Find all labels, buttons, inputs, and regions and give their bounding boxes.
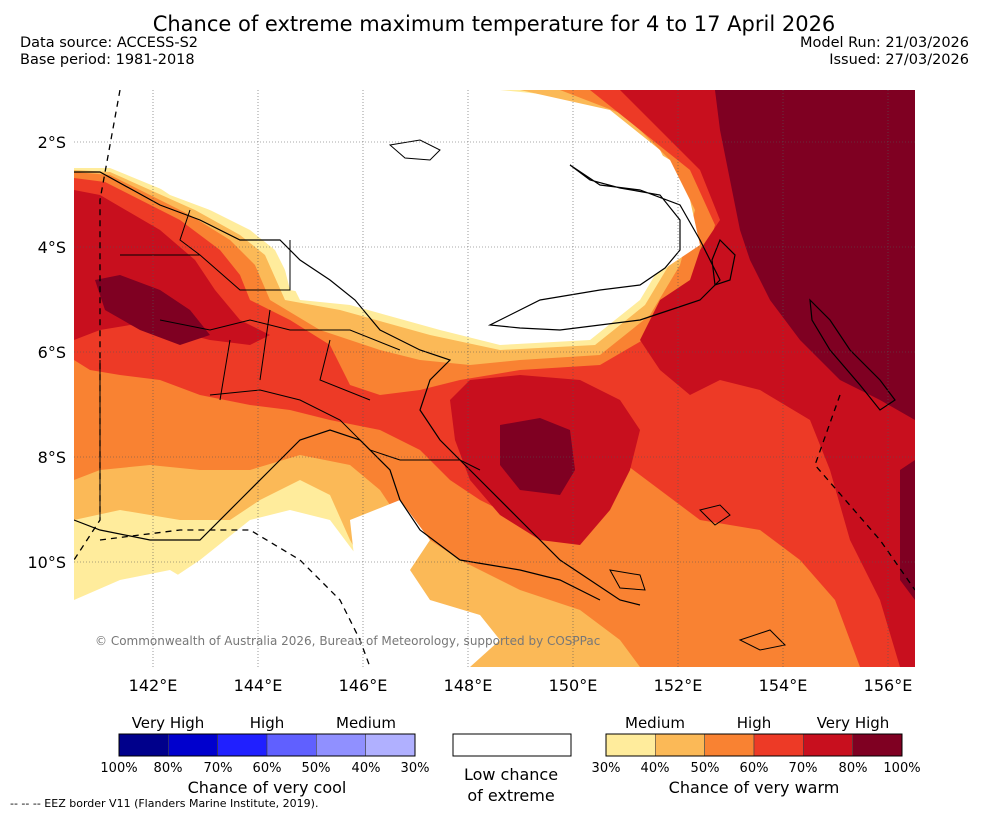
lon-tick: 152°E	[654, 676, 703, 695]
lat-tick: 8°S	[38, 448, 66, 467]
low-chance-south-2	[350, 500, 500, 667]
legend-cool-swatch	[118, 733, 169, 757]
legend-cool-pct: 80%	[154, 761, 183, 776]
eez-border	[74, 90, 915, 667]
legend-cool-swatch	[266, 733, 317, 757]
legend-cool-swatch	[168, 733, 218, 757]
legend-warm-pct: 40%	[641, 761, 670, 776]
eez-note: -- -- -- EEZ border V11 (Flanders Marine…	[10, 797, 319, 810]
legend-cool-category: Medium	[336, 714, 396, 732]
new-ireland-coast	[711, 238, 896, 411]
lat-tick: 2°S	[38, 133, 66, 152]
warm-band-80	[715, 90, 915, 420]
legend-cool-frame	[118, 733, 416, 757]
map-area[interactable]: © Commonwealth of Australia 2026, Bureau…	[74, 90, 915, 667]
legend-low-line1: Low chance	[463, 765, 559, 784]
copyright-text: © Commonwealth of Australia 2026, Bureau…	[95, 634, 600, 648]
province-borders	[120, 209, 481, 471]
legend-cool-category: High	[250, 714, 284, 732]
manus-coast	[388, 139, 441, 161]
legend-low-chance-swatch	[452, 733, 572, 757]
legend-warm-pct: 30%	[592, 761, 621, 776]
base-period: Base period: 1981-2018	[20, 52, 195, 68]
issued-date: Issued: 27/03/2026	[829, 52, 969, 68]
lon-tick: 154°E	[759, 676, 808, 695]
legend-cool-pct: 50%	[302, 761, 331, 776]
legend-warm-swatch	[704, 733, 755, 757]
new-guinea-south-coast	[74, 429, 601, 601]
lon-ticks: 142°E 144°E 146°E 148°E 150°E 152°E 154°…	[129, 676, 913, 695]
low-chance-north	[74, 90, 700, 330]
legend-cool-swatch	[365, 733, 416, 757]
lat-tick: 4°S	[38, 238, 66, 257]
warm-band-80-central	[500, 418, 575, 495]
legend-cool-category: Very High	[132, 714, 205, 732]
legend-warm-pct: 100%	[883, 761, 920, 776]
data-source: Data source: ACCESS-S2	[20, 35, 199, 51]
legend-warm-title: Chance of very warm	[669, 778, 840, 797]
lon-tick: 144°E	[234, 676, 283, 695]
legend-cool-swatch	[316, 733, 366, 757]
new-britain-coast	[487, 164, 721, 331]
gridlines	[74, 90, 915, 667]
legend-cool-pct: 40%	[352, 761, 381, 776]
lon-tick: 156°E	[864, 676, 913, 695]
legend-cool-pct: 60%	[253, 761, 282, 776]
legend-warm-category: Very High	[817, 714, 890, 732]
legend-warm-swatches	[605, 733, 903, 757]
new-guinea-coastline	[74, 171, 641, 606]
legend-warm-category: High	[737, 714, 771, 732]
legend-cool-title: Chance of very cool	[188, 778, 347, 797]
legend-warm-pct: 70%	[789, 761, 818, 776]
legend-warm-frame	[605, 733, 903, 757]
lat-ticks: 2°S 4°S 6°S 8°S 10°S	[27, 133, 66, 572]
legend-warm-category: Medium	[625, 714, 685, 732]
legend-cool: Very High High Medium 100% 80% 70% 60% 5…	[100, 714, 429, 797]
legend-low-chance-label: Low chance of extreme	[442, 764, 580, 806]
legend-warm-pct: 80%	[839, 761, 868, 776]
warm-band-80-southeast	[900, 460, 915, 600]
legend-warm-swatch	[655, 733, 705, 757]
legend-warm-swatch	[803, 733, 853, 757]
warm-band-80-west	[95, 275, 210, 345]
legend-cool-swatch	[217, 733, 268, 757]
legend-warm-swatch	[605, 733, 656, 757]
legend-low-line2: of extreme	[467, 786, 555, 805]
lat-tick: 6°S	[38, 343, 66, 362]
legend-warm-pct: 60%	[740, 761, 769, 776]
legend-cool-pct: 70%	[204, 761, 233, 776]
legend-warm-swatch	[852, 733, 903, 757]
model-run: Model Run: 21/03/2026	[799, 35, 969, 51]
lon-tick: 150°E	[549, 676, 598, 695]
lon-tick: 146°E	[339, 676, 388, 695]
legend-warm-pct: 50%	[691, 761, 720, 776]
map-title: Chance of extreme maximum temperature fo…	[152, 12, 836, 36]
islands-east	[609, 504, 787, 651]
legend-cool-pct: 30%	[401, 761, 430, 776]
lon-tick: 142°E	[129, 676, 178, 695]
meta-left: Data source: ACCESS-S2 Base period: 1981…	[20, 35, 198, 69]
legend-cool-swatches	[118, 733, 416, 757]
legend-cool-pct: 100%	[100, 761, 137, 776]
lat-tick: 10°S	[27, 553, 66, 572]
low-chance-south	[74, 570, 350, 667]
lon-tick: 148°E	[444, 676, 493, 695]
legend-warm-swatch	[753, 733, 804, 757]
meta-right: Model Run: 21/03/2026 Issued: 27/03/2026	[800, 35, 969, 69]
legend-warm: Medium High Very High 30% 40% 50% 60% 70…	[592, 714, 921, 797]
